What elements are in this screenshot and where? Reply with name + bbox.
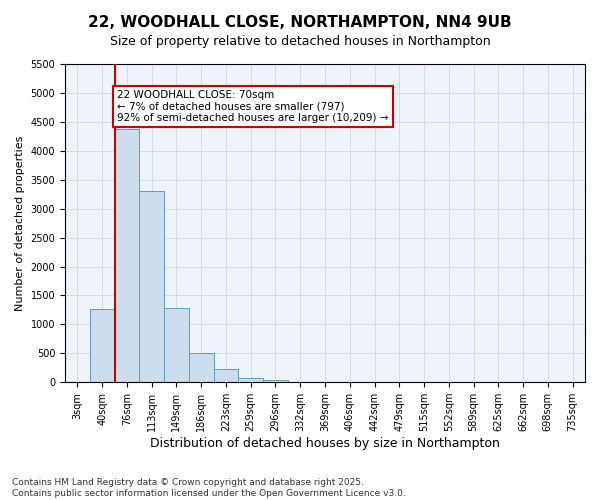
Bar	[214, 369, 238, 382]
Bar	[263, 380, 288, 382]
Y-axis label: Number of detached properties: Number of detached properties	[15, 136, 25, 311]
Text: Contains HM Land Registry data © Crown copyright and database right 2025.
Contai: Contains HM Land Registry data © Crown c…	[12, 478, 406, 498]
Bar	[139, 192, 164, 382]
X-axis label: Distribution of detached houses by size in Northampton: Distribution of detached houses by size …	[150, 437, 500, 450]
Text: Size of property relative to detached houses in Northampton: Size of property relative to detached ho…	[110, 35, 490, 48]
Bar	[238, 378, 263, 382]
Text: 22, WOODHALL CLOSE, NORTHAMPTON, NN4 9UB: 22, WOODHALL CLOSE, NORTHAMPTON, NN4 9UB	[88, 15, 512, 30]
Text: 22 WOODHALL CLOSE: 70sqm
← 7% of detached houses are smaller (797)
92% of semi-d: 22 WOODHALL CLOSE: 70sqm ← 7% of detache…	[117, 90, 389, 123]
Bar	[115, 129, 139, 382]
Bar	[189, 354, 214, 382]
Bar	[164, 308, 189, 382]
Bar	[90, 308, 115, 382]
